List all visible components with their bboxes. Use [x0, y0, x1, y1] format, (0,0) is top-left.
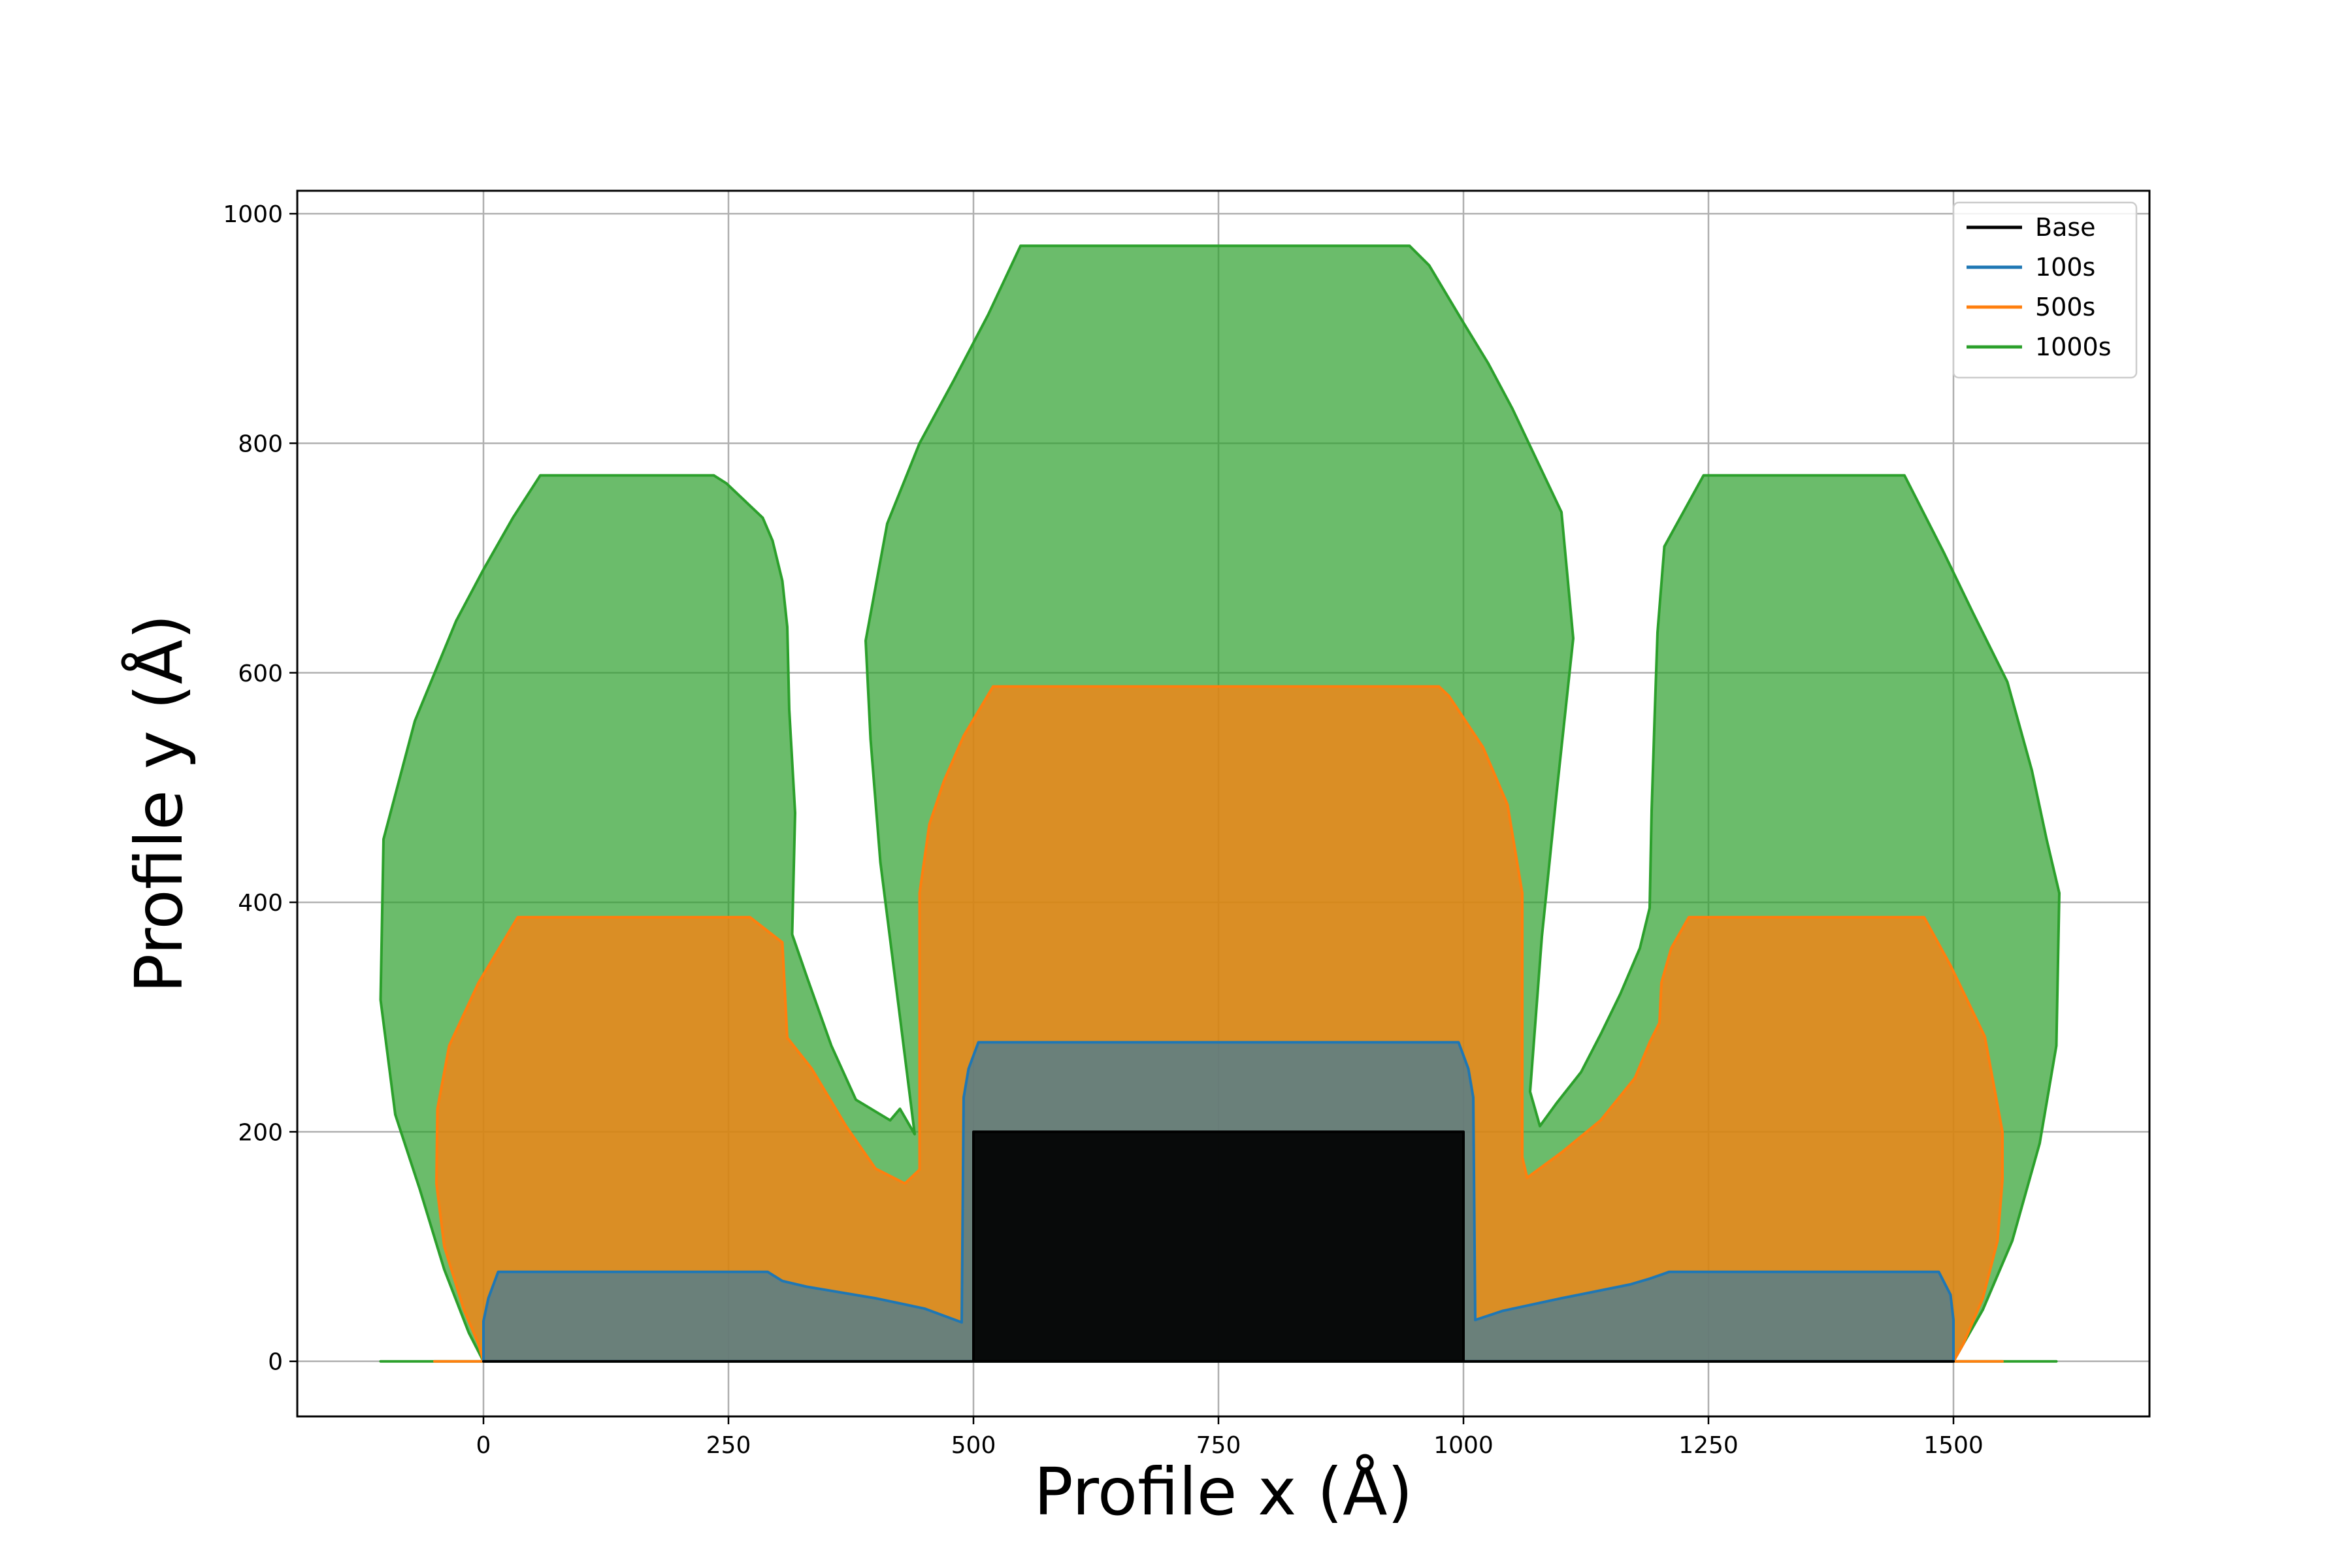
y-tick-label: 0 [268, 1349, 283, 1376]
x-axis-label: Profile x (Å) [1034, 1453, 1413, 1530]
legend-box [1952, 201, 2138, 379]
x-tick-label: 0 [476, 1432, 491, 1459]
x-tick-label: 1250 [1678, 1432, 1739, 1459]
legend-label: 500s [2035, 293, 2095, 321]
legend-label: 1000s [2035, 333, 2112, 361]
plot-frame [296, 189, 2151, 1418]
legend: Base 100s 500s 1000s [1952, 201, 2138, 379]
x-tick-label: 1500 [1923, 1432, 1984, 1459]
legend-label: 100s [2035, 253, 2095, 282]
y-tick-label: 800 [238, 431, 283, 457]
legend-label: Base [2035, 213, 2096, 242]
y-tick-label: 600 [238, 661, 283, 687]
y-axis-label: Profile y (Å) [120, 614, 197, 993]
series-area-base [482, 1130, 1955, 1363]
y-tick-label: 200 [238, 1119, 283, 1146]
ticks: 0 250 500 750 1000 1250 1500 0 200 400 600 800 1000 [223, 201, 1983, 1459]
series-area-500s [433, 685, 2004, 1363]
series-areas [379, 244, 2061, 1363]
y-tick-label: 1000 [223, 201, 283, 228]
x-tick-label: 750 [1196, 1432, 1241, 1459]
y-tick-label: 400 [238, 890, 283, 917]
x-tick-label: 500 [951, 1432, 996, 1459]
x-tick-label: 1000 [1433, 1432, 1494, 1459]
x-tick-label: 250 [706, 1432, 751, 1459]
